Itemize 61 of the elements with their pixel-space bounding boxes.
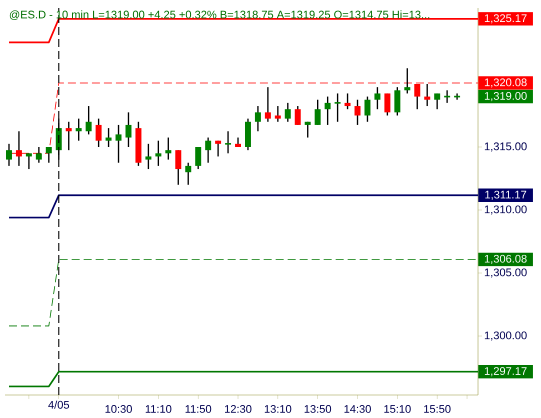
candlestick [374, 86, 380, 110]
x-tick-label: 13:10 [264, 405, 292, 413]
candlestick [205, 136, 212, 164]
candlestick [185, 162, 192, 186]
candlestick [224, 130, 232, 154]
candlestick [116, 124, 122, 164]
data-label: 1,297.17 [484, 367, 527, 376]
data-label: 1,320.08 [484, 78, 527, 88]
candlestick [264, 86, 271, 122]
candlestick [125, 112, 132, 148]
x-tick-label: 13:50 [304, 405, 332, 413]
candlestick [175, 149, 182, 186]
x-tick-label: 10:30 [106, 405, 132, 413]
candlestick [304, 121, 311, 138]
x-tick-label: 15:10 [384, 405, 411, 413]
x-tick-label: 12:30 [225, 405, 252, 413]
candlestick [364, 96, 370, 122]
candlestick [284, 102, 291, 122]
candlestick [354, 99, 360, 126]
text: 4/05 [48, 400, 70, 409]
candlestick [314, 99, 321, 126]
candlestick [294, 105, 301, 126]
candlestick [344, 92, 351, 110]
candlestick [26, 152, 32, 170]
data-label: 1,306.08 [484, 254, 527, 264]
y-tick-label: 1,305.00 [484, 268, 527, 278]
x-tick-label: 15:50 [424, 405, 451, 413]
candlestick [155, 140, 162, 167]
candlestick [165, 136, 172, 160]
candlestick [404, 68, 410, 94]
candlestick [274, 105, 281, 122]
candlestick [443, 90, 451, 104]
candlestick [96, 118, 102, 148]
candlestick [235, 136, 241, 148]
x-tick-label: 11:10 [146, 405, 172, 413]
candlestick [195, 146, 202, 170]
candlestick [215, 140, 222, 158]
candlestick [36, 146, 42, 164]
candlestick [324, 96, 331, 126]
y-tick-label: 1,300.00 [484, 331, 527, 341]
candlestick [394, 86, 400, 116]
data-label: 1,325.17 [484, 14, 527, 24]
x-tick-label: 11:50 [186, 405, 212, 413]
candlestick [46, 146, 52, 164]
candlestick [334, 92, 342, 122]
candlestick [86, 105, 92, 136]
candlestick [145, 143, 152, 170]
text: 1,319.00 [484, 92, 527, 102]
y-tick-label: 1,310.00 [484, 205, 527, 215]
candlestick [66, 121, 72, 151]
candlestick [424, 83, 430, 107]
x-tick-label: 14:30 [344, 405, 371, 413]
candlestick [106, 127, 112, 148]
candlestick [254, 105, 261, 132]
candlestick [76, 118, 82, 142]
candlestick [384, 92, 390, 116]
candlestick [434, 92, 440, 110]
candlestick [6, 143, 12, 167]
chart-title: @ES.D - 10 min L=1319.00 +4.25 +0.32% B=1318.75 A=1319.25 O=1314.75 Hi=13... [10, 10, 430, 20]
y-tick-label: 1,315.00 [484, 142, 527, 152]
data-label: 1,311.17 [485, 190, 526, 200]
